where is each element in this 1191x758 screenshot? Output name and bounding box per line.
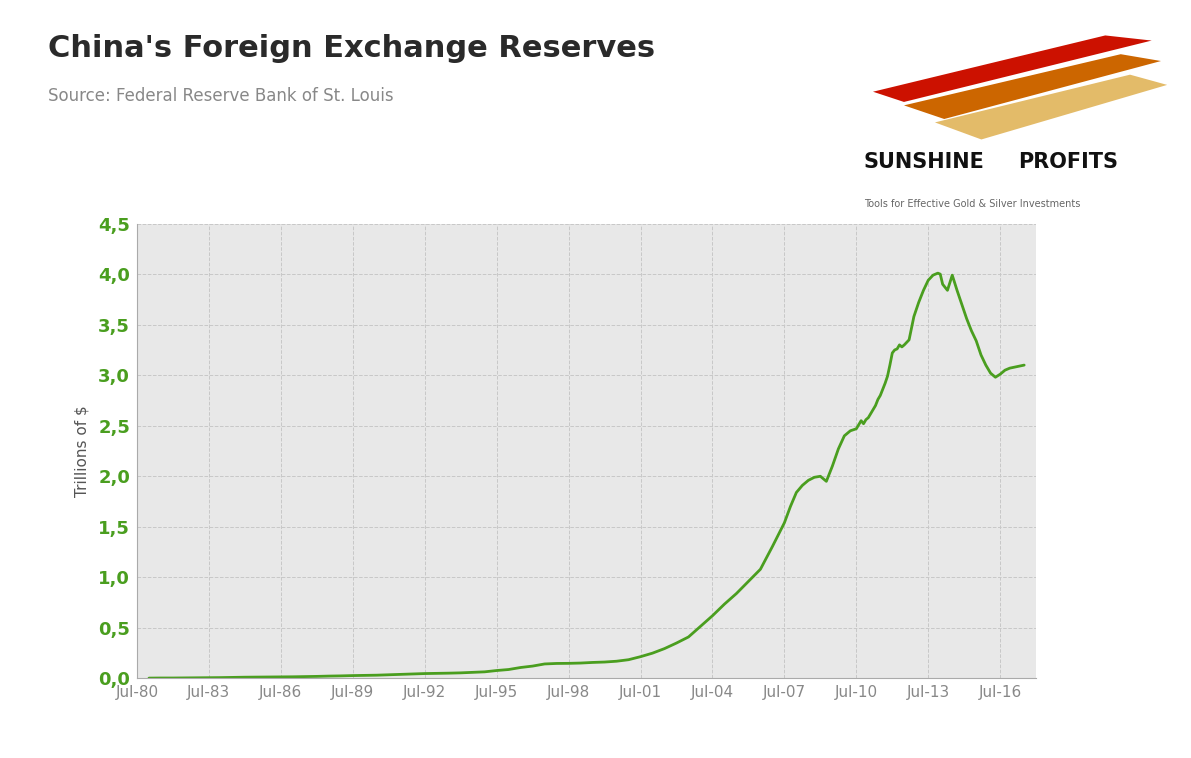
Text: SUNSHINE: SUNSHINE (863, 152, 985, 171)
Polygon shape (904, 55, 1161, 119)
Text: Tools for Effective Gold & Silver Investments: Tools for Effective Gold & Silver Invest… (863, 199, 1080, 208)
Text: Source: Federal Reserve Bank of St. Louis: Source: Federal Reserve Bank of St. Loui… (48, 87, 393, 105)
Y-axis label: Trillions of $: Trillions of $ (75, 405, 89, 497)
Polygon shape (935, 75, 1167, 139)
Polygon shape (873, 36, 1152, 102)
Text: China's Foreign Exchange Reserves: China's Foreign Exchange Reserves (48, 34, 655, 63)
Text: PROFITS: PROFITS (1018, 152, 1118, 171)
